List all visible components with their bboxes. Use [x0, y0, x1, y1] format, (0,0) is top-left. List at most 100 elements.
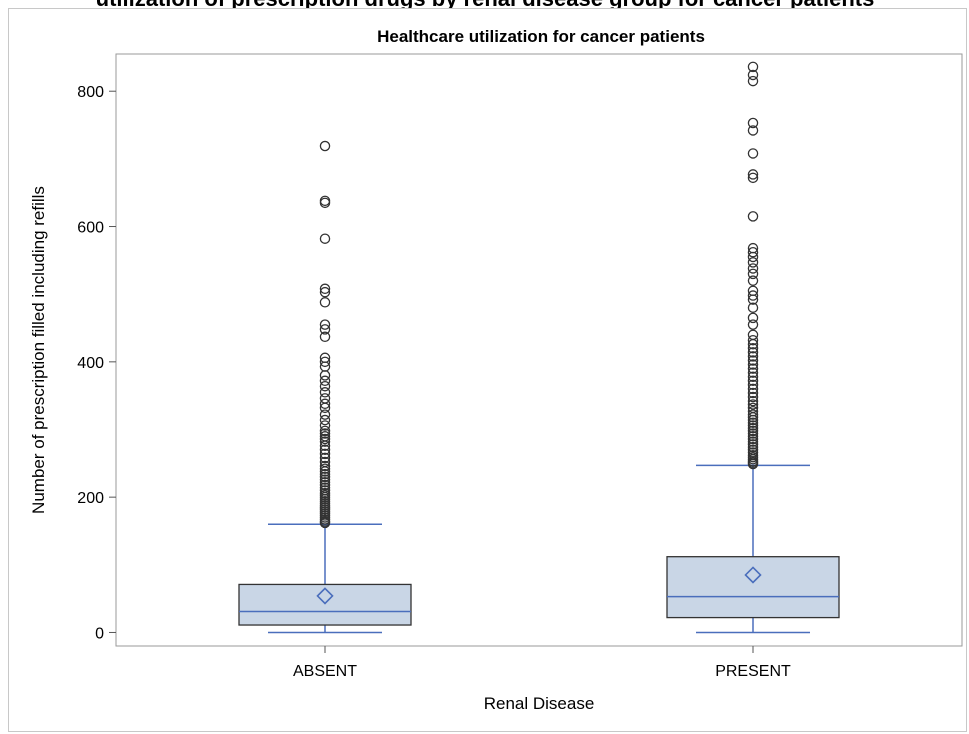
outlier-point: [319, 393, 331, 404]
outlier-point: [319, 425, 331, 437]
outlier-point: [319, 195, 331, 207]
outlier-point: [747, 367, 759, 378]
x-tick-label: PRESENT: [715, 663, 791, 680]
outlier-point: [747, 439, 759, 450]
outlier-point: [319, 283, 331, 295]
outlier-point: [319, 324, 331, 335]
outlier-point: [319, 331, 331, 343]
outlier-point: [319, 380, 331, 392]
iqr-box: [238, 583, 412, 626]
outlier-point: [747, 343, 759, 354]
outlier-point: [319, 463, 331, 474]
outlier-point: [747, 383, 759, 395]
outlier-point: [319, 452, 331, 464]
outlier-point: [747, 409, 759, 420]
outlier-point: [747, 441, 759, 453]
clipped-heading-text: utilization of prescription drugs by ren…: [96, 0, 875, 10]
outlier-point: [747, 422, 759, 434]
outlier-point: [319, 428, 331, 439]
outlier-point: [747, 359, 759, 370]
iqr-box: [666, 556, 840, 619]
outlier-point: [747, 263, 759, 274]
y-axis: 0 200 400 600 800: [77, 84, 116, 642]
outlier-point: [747, 431, 759, 442]
outlier-point: [747, 355, 759, 366]
outlier-point: [319, 352, 331, 364]
outlier-point: [319, 375, 331, 387]
outlier-point: [319, 398, 331, 410]
outlier-point: [747, 69, 759, 81]
outlier-point: [747, 125, 759, 136]
clipped-heading: utilization of prescription drugs by ren…: [0, 0, 969, 10]
outlier-point: [319, 448, 331, 460]
outlier-point: [747, 391, 759, 403]
outlier-point: [747, 117, 759, 129]
y-axis-label: Number of prescription filled including …: [29, 186, 48, 514]
outlier-point: [747, 319, 759, 330]
outlier-point: [319, 479, 331, 491]
outlier-point: [747, 211, 759, 222]
outlier-point: [747, 257, 759, 268]
outlier-point: [747, 375, 759, 387]
outlier-point: [747, 379, 759, 391]
box-group-absent: [238, 140, 412, 634]
outlier-point: [319, 420, 331, 431]
y-tick-label: 600: [77, 220, 104, 237]
outlier-point: [747, 351, 759, 362]
outlier-point: [747, 302, 759, 313]
outlier-point: [747, 169, 759, 180]
y-tick-label: 0: [95, 625, 104, 642]
outlier-point: [747, 172, 759, 184]
outlier-point: [319, 487, 331, 499]
outlier-point: [747, 61, 759, 73]
outlier-point: [319, 414, 331, 426]
outlier-point: [747, 433, 759, 445]
outlier-point: [747, 449, 759, 461]
outlier-point: [747, 275, 759, 286]
y-tick-label: 400: [77, 355, 104, 372]
x-axis: ABSENT PRESENT: [293, 646, 791, 680]
outlier-point: [319, 456, 331, 468]
outlier-point: [319, 286, 331, 298]
x-axis-label: Renal Disease: [484, 694, 595, 713]
boxes-layer: [238, 61, 840, 634]
outlier-point: [747, 447, 759, 458]
outlier-point: [747, 329, 759, 341]
outlier-point: [319, 409, 331, 420]
outlier-point: [747, 246, 759, 258]
outlier-point: [319, 370, 331, 381]
outlier-point: [319, 482, 331, 493]
chart-title: Healthcare utilization for cancer patien…: [377, 27, 705, 46]
outlier-point: [747, 417, 759, 428]
outlier-point: [747, 312, 759, 324]
outlier-point: [319, 431, 331, 442]
outlier-point: [747, 242, 759, 254]
outlier-point: [319, 444, 331, 456]
outlier-point: [747, 420, 759, 431]
outlier-point: [319, 485, 331, 496]
outlier-point: [747, 402, 759, 414]
outlier-point: [319, 356, 331, 368]
outlier-point: [747, 268, 759, 280]
outlier-point: [319, 460, 331, 472]
outlier-point: [319, 233, 331, 244]
outlier-point: [319, 297, 331, 308]
outlier-point: [747, 436, 759, 447]
outlier-point: [747, 290, 759, 301]
outlier-point: [747, 395, 759, 407]
outlier-point: [319, 468, 331, 480]
outlier-point: [747, 148, 759, 159]
y-tick-label: 200: [77, 490, 104, 507]
mean-marker: [744, 566, 762, 584]
outlier-point: [319, 474, 331, 485]
outlier-point: [747, 428, 759, 439]
outlier-point: [319, 477, 331, 488]
box-group-present: [666, 61, 840, 634]
outlier-point: [747, 371, 759, 382]
outlier-point: [747, 285, 759, 297]
outlier-point: [747, 399, 759, 410]
x-tick-label: ABSENT: [293, 663, 357, 680]
y-tick-label: 800: [77, 84, 104, 101]
outlier-point: [747, 425, 759, 437]
